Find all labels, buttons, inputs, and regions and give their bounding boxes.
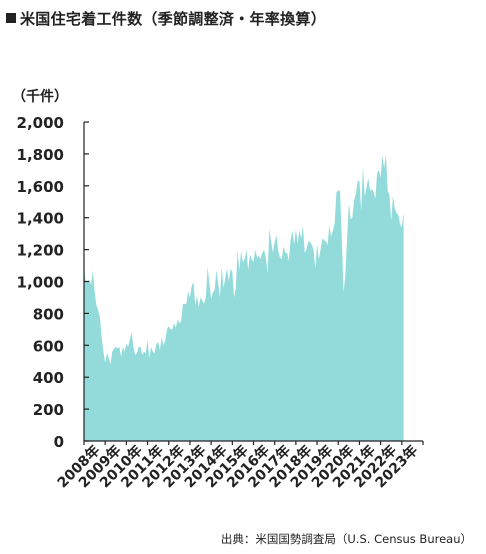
area-series-layer <box>84 153 404 441</box>
y-tick-label: 0 <box>54 433 64 451</box>
y-tick-label: 200 <box>33 401 64 419</box>
x-tick-labels: 2008年2009年2010年2011年2012年2013年2014年2015年… <box>54 442 421 491</box>
y-tick-label: 2,000 <box>17 114 64 132</box>
y-tick-label: 1,000 <box>17 274 64 292</box>
y-tick-label: 400 <box>33 369 64 387</box>
y-axis-unit-label: （千件） <box>12 89 68 105</box>
title-square-icon <box>6 13 16 23</box>
y-tick-label: 1,800 <box>17 146 64 164</box>
y-tick-label: 1,600 <box>17 178 64 196</box>
housing-starts-area <box>84 153 404 441</box>
axes-layer <box>83 121 424 445</box>
y-tick-label: 800 <box>33 305 64 323</box>
y-tick-label: 600 <box>33 337 64 355</box>
y-tick-labels: 0 200 400 600 800 1,000 1,200 1,400 1,600 1,800 2,… <box>17 114 64 451</box>
chart-title: 米国住宅着工件数（季節調整済・年率換算） <box>6 8 326 29</box>
y-tick-label: 1,200 <box>17 242 64 260</box>
source-note: 出典：米国国勢調査局（U.S. Census Bureau） <box>220 532 472 546</box>
y-tick-label: 1,400 <box>17 210 64 228</box>
chart-title-text: 米国住宅着工件数（季節調整済・年率換算） <box>20 10 327 28</box>
